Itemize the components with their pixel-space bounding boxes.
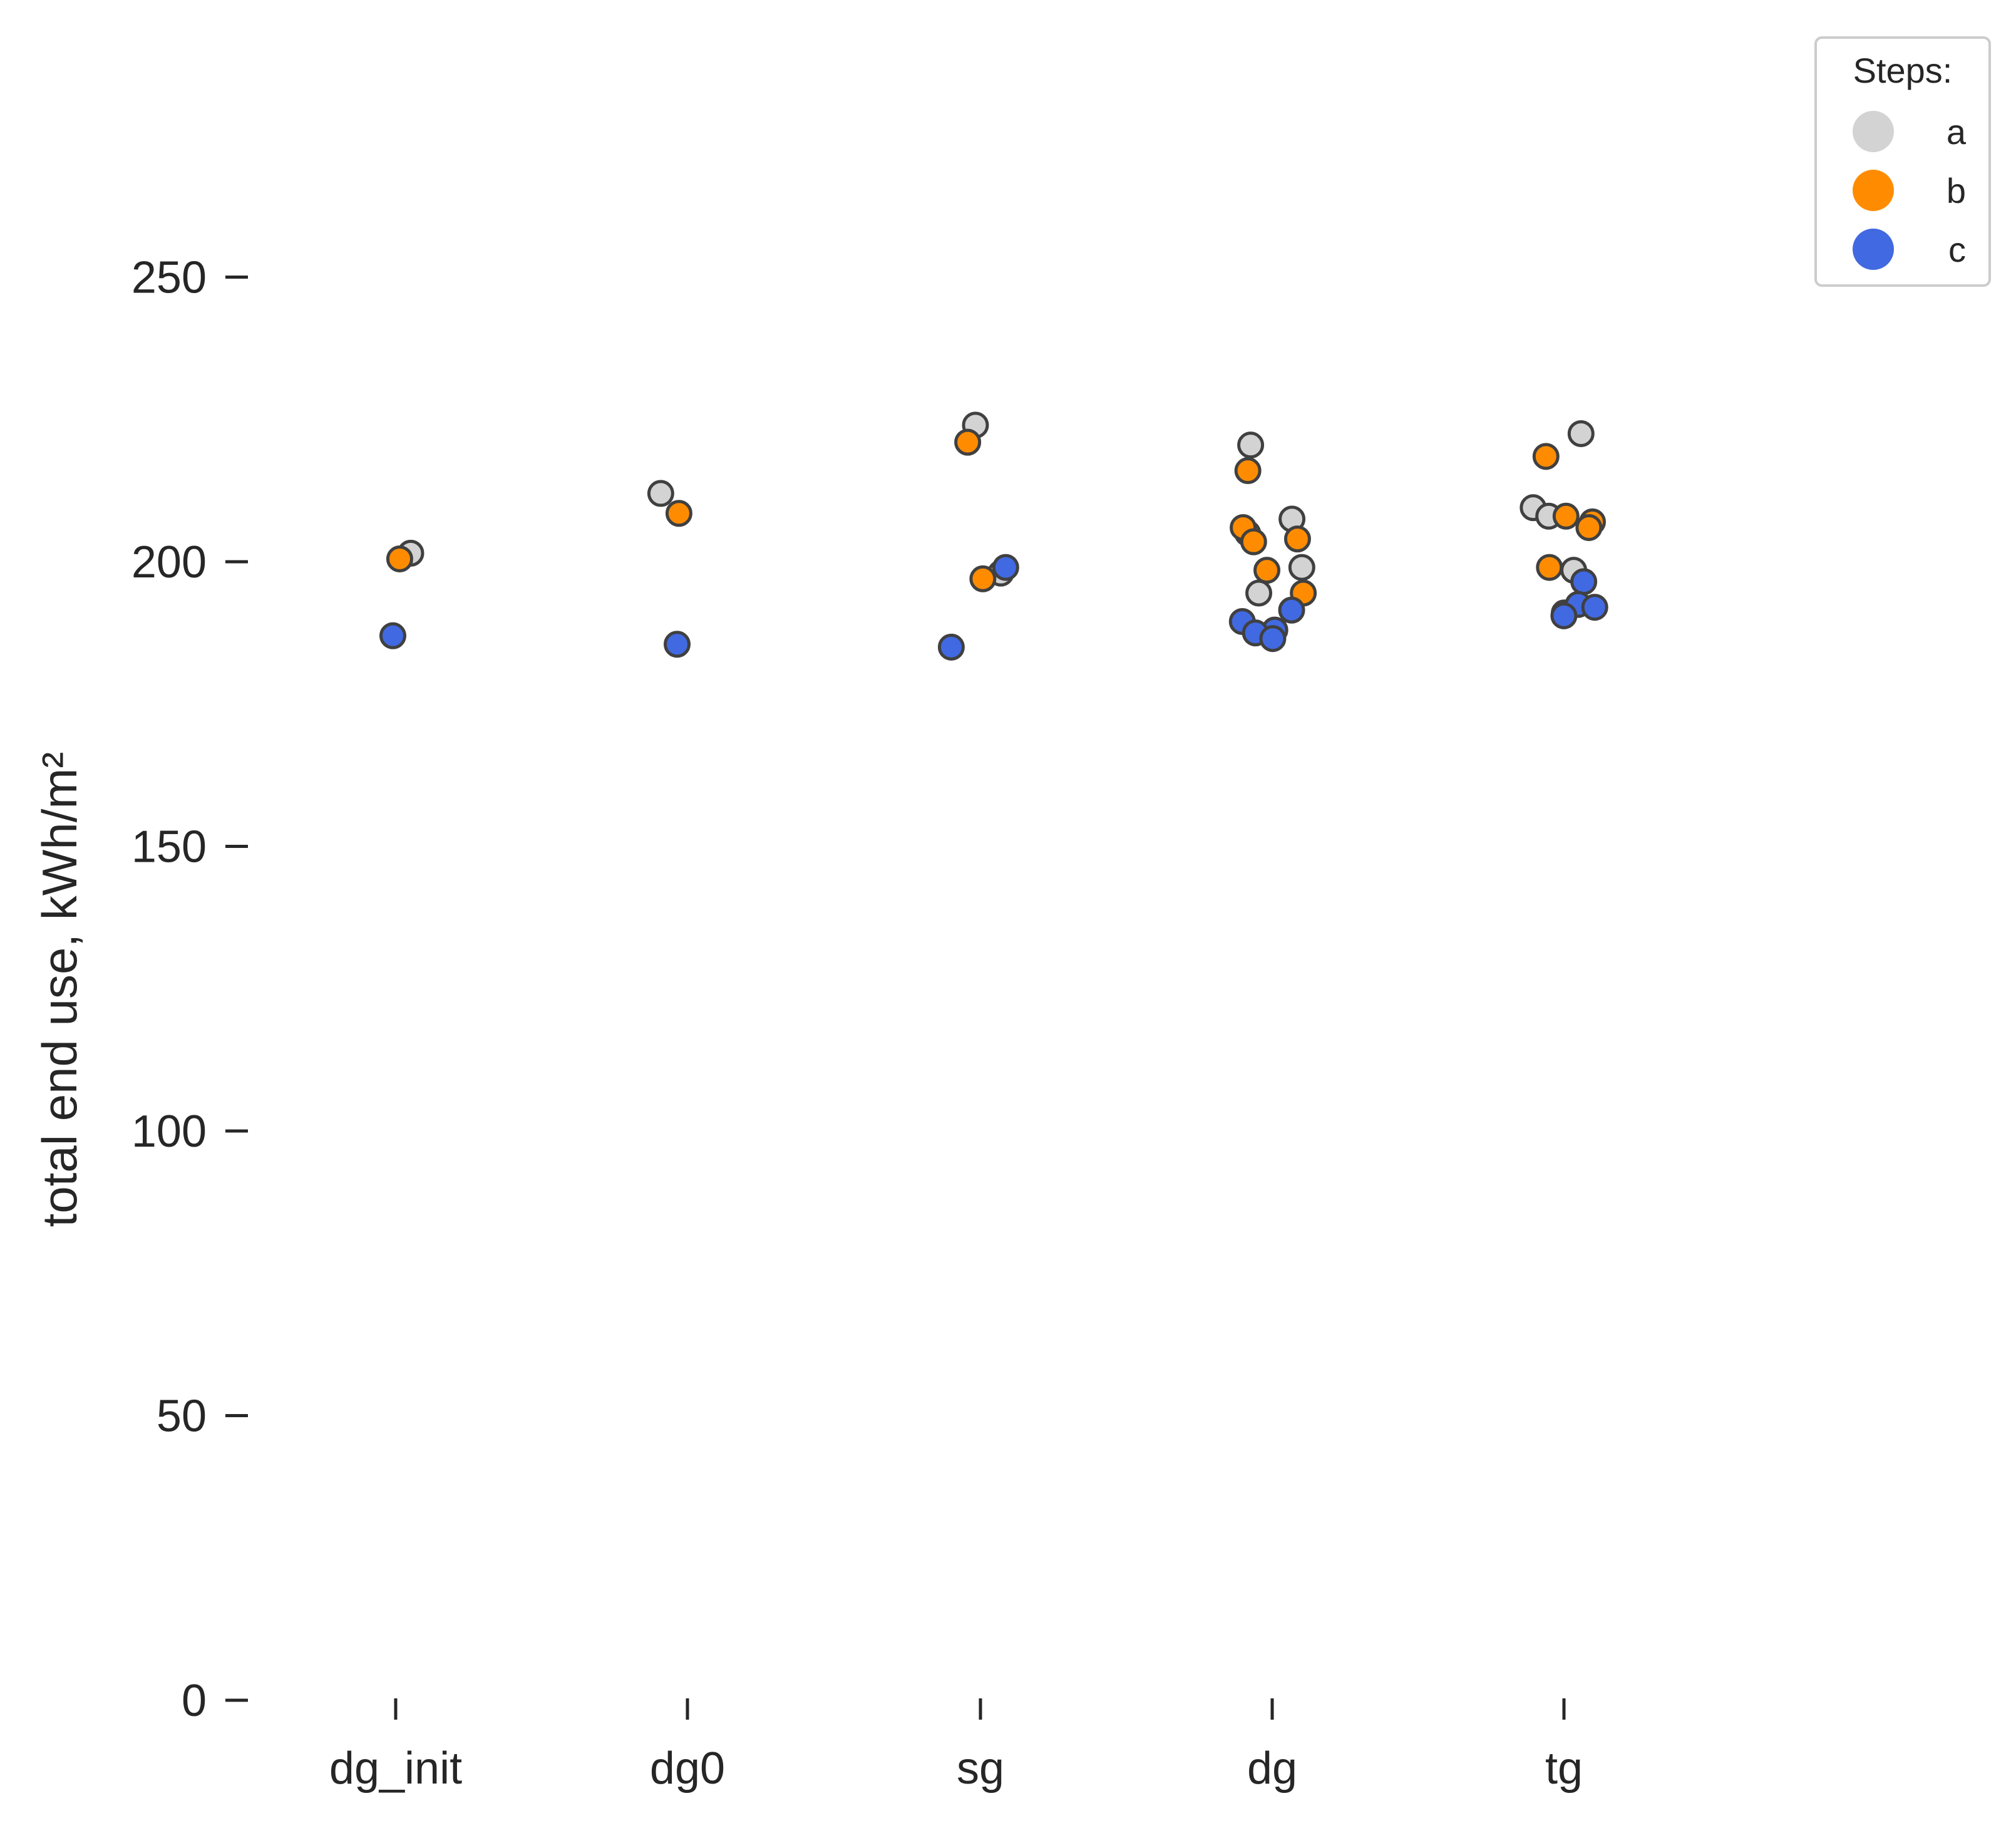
x-tick-label: sg — [957, 1743, 1004, 1794]
y-tick-label: 200 — [131, 537, 207, 587]
legend-marker-c — [1853, 229, 1894, 270]
data-point-c — [379, 622, 406, 649]
legend[interactable]: Steps: abc — [1814, 36, 1991, 287]
x-tick-label: dg_init — [329, 1743, 462, 1794]
legend-label-a: a — [1947, 112, 1967, 152]
data-point-b — [1575, 514, 1603, 541]
data-point-b — [1283, 525, 1311, 553]
data-point-b — [1240, 528, 1267, 555]
data-point-b — [969, 565, 997, 592]
y-tick-label: 50 — [157, 1392, 207, 1442]
y-tick-label: 150 — [131, 822, 207, 872]
data-point-b — [386, 545, 413, 572]
legend-box — [1814, 36, 1991, 287]
legend-marker-b — [1853, 170, 1894, 211]
data-point-a — [1567, 420, 1595, 447]
data-point-c — [937, 633, 965, 661]
y-tick-label: 100 — [131, 1107, 207, 1157]
data-point-a — [1288, 554, 1315, 581]
data-point-b — [1253, 557, 1281, 584]
data-point-b — [1532, 443, 1560, 470]
y-tick-label: 0 — [182, 1676, 207, 1726]
data-point-b — [1234, 457, 1262, 485]
legend-label-c: c — [1948, 230, 1966, 269]
data-point-b — [665, 500, 692, 527]
legend-label-b: b — [1947, 171, 1966, 210]
data-points — [379, 411, 1608, 661]
x-tick-label: dg — [1247, 1743, 1297, 1794]
y-axis-title: total end use, kWh/m² — [32, 752, 87, 1227]
data-point-c — [664, 631, 691, 658]
x-tick-label: dg0 — [650, 1743, 725, 1794]
data-point-c — [1581, 594, 1608, 621]
data-point-c — [1550, 602, 1578, 629]
data-point-b — [1536, 554, 1563, 581]
legend-title: Steps: — [1853, 51, 1953, 90]
data-point-a — [647, 480, 674, 507]
data-point-c — [1278, 596, 1305, 624]
axes: 0 50 100 150 200 250 dg_init dg0 sg dg tg — [131, 253, 1583, 1794]
legend-marker-a — [1853, 111, 1894, 152]
data-point-b — [954, 428, 982, 456]
data-point-a — [1245, 579, 1273, 607]
data-point-a — [1237, 431, 1265, 459]
data-point-b — [1552, 502, 1580, 530]
x-tick-label: tg — [1545, 1743, 1583, 1794]
data-point-c — [992, 554, 1019, 581]
y-tick-label: 250 — [131, 253, 207, 303]
data-point-c — [1259, 625, 1287, 653]
data-point-c — [1570, 568, 1598, 596]
